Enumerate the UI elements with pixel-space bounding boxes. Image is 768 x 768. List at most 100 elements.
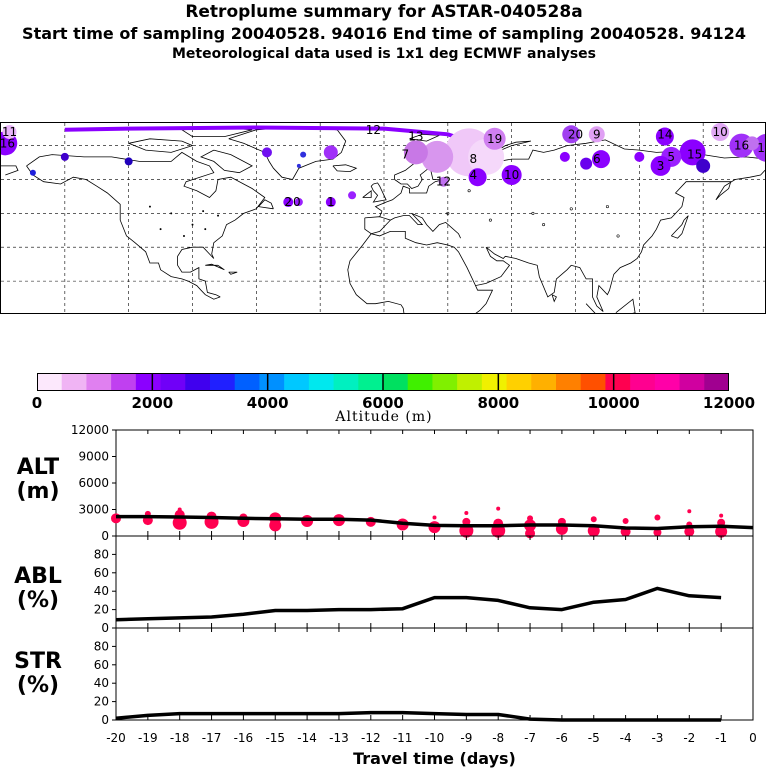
alt-scatter-point <box>719 513 724 518</box>
coastline <box>26 151 266 298</box>
y-tick-label: 80 <box>94 547 109 561</box>
plume-day-label: 7 <box>401 148 409 162</box>
plume-blob <box>261 147 272 158</box>
plume-day-label: 15 <box>687 148 702 162</box>
x-tick-label: -10 <box>425 731 445 745</box>
plume-blob <box>300 151 307 158</box>
alt-scatter-point <box>432 515 437 520</box>
y-tick-label: 60 <box>94 566 109 580</box>
coastline <box>364 216 392 235</box>
alt-scatter-point <box>462 517 471 526</box>
x-tick-label: 0 <box>749 731 757 745</box>
alt-scatter-point <box>715 525 728 538</box>
abl-label-unit: (%) <box>16 588 60 613</box>
coastline <box>205 263 225 271</box>
sampling-time-subtitle: Start time of sampling 20040528. 94016 E… <box>22 24 746 43</box>
colorbar-swatch <box>654 373 681 391</box>
lake-outline <box>542 223 546 227</box>
lake-dot <box>170 212 173 215</box>
plume-day-label: 14 <box>657 127 672 141</box>
alt-panel-label: ALT (m) <box>8 456 68 504</box>
plume-blob <box>438 176 449 187</box>
plume-blob <box>29 169 36 176</box>
colorbar-swatch <box>284 373 310 391</box>
colorbar-swatch <box>704 373 729 391</box>
colorbar-swatch <box>333 373 359 391</box>
chart-title: Retroplume summary for ASTAR-040528a <box>185 2 583 22</box>
lake-dot <box>204 228 207 231</box>
plume-blob <box>501 164 522 185</box>
colorbar-tick-label: 10000 <box>587 394 640 412</box>
x-tick-label: -2 <box>683 731 695 745</box>
alt-scatter-point <box>177 507 182 512</box>
lake-outline <box>446 211 450 215</box>
y-tick-label: 12000 <box>71 423 109 437</box>
colorbar-swatch <box>531 373 557 391</box>
lake-dot <box>159 228 162 231</box>
colorbar-tick-label: 12000 <box>702 394 756 412</box>
lake-outline <box>488 218 492 222</box>
plume-blob <box>483 127 506 150</box>
str-series-line <box>115 710 722 722</box>
coastline <box>228 271 238 275</box>
x-tick-label: -16 <box>234 731 254 745</box>
x-tick-label: -12 <box>361 731 381 745</box>
colorbar-swatch <box>679 373 705 391</box>
lake-outline <box>467 189 471 193</box>
colorbar-swatch <box>556 373 582 391</box>
x-tick-label: -9 <box>460 731 472 745</box>
colorbar-swatch <box>383 373 409 391</box>
plume-blob <box>679 139 706 166</box>
lake-outline <box>616 234 620 238</box>
plume-blob <box>650 155 671 176</box>
colorbar-swatch <box>160 373 186 391</box>
colorbar-tick-label: 8000 <box>477 394 520 412</box>
alt-scatter-point <box>301 514 314 527</box>
coastline <box>347 169 765 313</box>
coastline <box>585 303 596 313</box>
plume-day-label: 16 <box>1 136 15 150</box>
coastline <box>671 215 689 239</box>
coastline <box>551 294 557 303</box>
plume-blob <box>403 140 428 165</box>
meteorology-subtitle: Meteorological data used is 1x1 deg ECMW… <box>172 46 596 62</box>
y-tick-label: 0 <box>101 621 109 635</box>
lake-outline <box>569 207 573 211</box>
coastline <box>475 285 494 313</box>
y-tick-label: 40 <box>94 584 109 598</box>
alt-scatter-point <box>464 511 469 516</box>
alt-scatter-point <box>622 517 629 524</box>
lake-dot <box>182 234 185 237</box>
x-tick-label: -19 <box>138 731 158 745</box>
coastline <box>128 138 194 153</box>
plume-blob <box>696 158 711 173</box>
plume-day-label: 0 <box>293 195 301 209</box>
plume-blob <box>745 136 760 151</box>
colorbar-swatch <box>432 373 458 391</box>
coastline <box>26 165 221 300</box>
colorbar-swatch <box>506 373 532 391</box>
plume-day-label: 13 <box>408 130 423 144</box>
x-tick-label: -13 <box>329 731 349 745</box>
plume-day-label: 12 <box>436 175 451 189</box>
alt-scatter-point <box>590 516 597 523</box>
plume-day-label: 2 <box>284 195 292 209</box>
plume-blob <box>296 163 301 168</box>
plume-labels: 111612131920914101617784106315521120 <box>1 123 765 209</box>
colorbar-swatch <box>86 373 112 391</box>
altitude-colorbar <box>37 373 729 391</box>
x-tick-label: -20 <box>106 731 126 745</box>
map-svg: 111612131920914101617784106315521120 <box>1 123 765 313</box>
x-tick-label: -3 <box>651 731 663 745</box>
alt-scatter-point <box>172 515 187 530</box>
x-tick-label: -15 <box>265 731 285 745</box>
str-plot-frame <box>115 627 754 721</box>
str-label-name: STR <box>14 649 62 674</box>
x-tick-label: -6 <box>556 731 568 745</box>
alt-scatter-point <box>527 515 534 522</box>
y-tick-label: 0 <box>101 529 109 543</box>
coastline <box>257 199 274 210</box>
plume-day-label: 10 <box>504 168 519 182</box>
retroplume-map: 111612131920914101617784106315521120 <box>0 122 766 314</box>
colorbar-tick-label: 4000 <box>246 394 289 412</box>
